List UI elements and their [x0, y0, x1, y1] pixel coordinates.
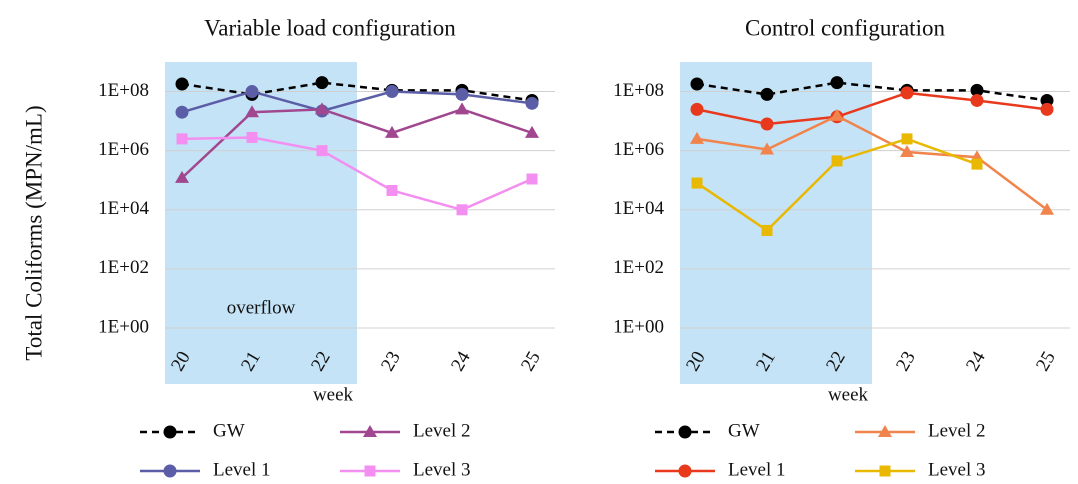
marker	[525, 125, 539, 138]
marker	[176, 133, 188, 145]
y-tick-label: 1E+00	[98, 316, 149, 337]
marker	[830, 76, 844, 90]
legend-marker	[364, 465, 376, 477]
y-tick-label: 1E+08	[613, 80, 664, 101]
marker	[315, 102, 329, 115]
chart-title: Variable load configuration	[204, 15, 456, 40]
marker	[316, 145, 328, 157]
legend-marker	[678, 425, 692, 439]
marker	[690, 77, 704, 91]
legend-item: Level 3	[340, 459, 471, 480]
marker	[760, 142, 774, 155]
marker	[760, 117, 774, 131]
x-tick-label: 23	[892, 348, 920, 375]
legend-marker	[678, 464, 692, 478]
marker	[175, 170, 189, 183]
marker	[901, 133, 913, 145]
marker	[526, 173, 538, 185]
x-axis-label: week	[313, 384, 354, 405]
marker	[691, 177, 703, 189]
marker	[385, 125, 399, 138]
legend-item: GW	[655, 420, 760, 441]
marker	[1040, 202, 1054, 215]
legend-item: Level 2	[340, 420, 471, 441]
marker	[455, 87, 469, 101]
legend-marker	[879, 465, 891, 477]
series-line	[696, 114, 1048, 211]
y-tick-label: 1E+02	[98, 257, 149, 278]
marker	[900, 145, 914, 158]
marker	[690, 102, 704, 116]
legend-label: Level 1	[728, 459, 786, 480]
x-tick-label: 24	[962, 348, 990, 375]
marker	[175, 105, 189, 119]
x-tick-label: 25	[1032, 348, 1060, 375]
x-tick-label: 25	[517, 348, 545, 375]
legend-label: Level 3	[413, 459, 471, 480]
marker	[386, 184, 398, 196]
marker	[455, 102, 469, 115]
legend-label: GW	[213, 420, 245, 441]
marker	[690, 131, 704, 144]
y-tick-label: 1E+04	[613, 198, 664, 219]
legend-label: Level 3	[928, 459, 986, 480]
legend-label: Level 2	[413, 420, 471, 441]
marker	[246, 131, 258, 143]
legend-label: GW	[728, 420, 760, 441]
series-line	[181, 108, 533, 179]
legend-label: Level 1	[213, 459, 271, 480]
marker	[970, 83, 984, 97]
series-line	[696, 91, 1048, 126]
series-line	[696, 81, 1048, 102]
y-tick-label: 1E+02	[613, 257, 664, 278]
y-tick-label: 1E+06	[98, 139, 149, 160]
marker	[900, 86, 914, 100]
annotation: overflow	[227, 297, 296, 318]
marker	[525, 96, 539, 110]
marker	[315, 76, 329, 90]
marker	[245, 85, 259, 99]
y-tick-label: 1E+08	[98, 80, 149, 101]
marker	[175, 77, 189, 91]
legend-marker	[878, 425, 892, 437]
marker	[456, 204, 468, 216]
legend-label: Level 2	[928, 420, 986, 441]
y-tick-label: 1E+00	[613, 316, 664, 337]
marker	[385, 85, 399, 99]
legend-item: Level 2	[855, 420, 986, 441]
chart-title: Control configuration	[745, 15, 945, 40]
series-line	[181, 90, 533, 114]
legend-item: Level 1	[140, 459, 271, 480]
x-tick-label: 23	[377, 348, 405, 375]
marker	[970, 93, 984, 107]
y-axis-label: Total Coliforms (MPN/mL)	[21, 105, 46, 360]
legend-marker	[163, 464, 177, 478]
x-tick-label: 24	[447, 348, 475, 375]
x-axis-label: week	[828, 384, 869, 405]
marker	[245, 105, 259, 118]
marker	[1040, 102, 1054, 116]
marker	[831, 155, 843, 167]
legend-item: Level 3	[855, 459, 986, 480]
marker	[971, 158, 983, 170]
legend-item: GW	[140, 420, 245, 441]
legend-marker	[363, 425, 377, 437]
y-tick-label: 1E+04	[98, 198, 149, 219]
marker	[760, 87, 774, 101]
marker	[830, 108, 844, 121]
y-tick-label: 1E+06	[613, 139, 664, 160]
legend-marker	[163, 425, 177, 439]
series-line	[181, 136, 533, 212]
series-line	[181, 81, 533, 102]
legend-item: Level 1	[655, 459, 786, 480]
marker	[761, 224, 773, 236]
marker	[1040, 93, 1054, 107]
